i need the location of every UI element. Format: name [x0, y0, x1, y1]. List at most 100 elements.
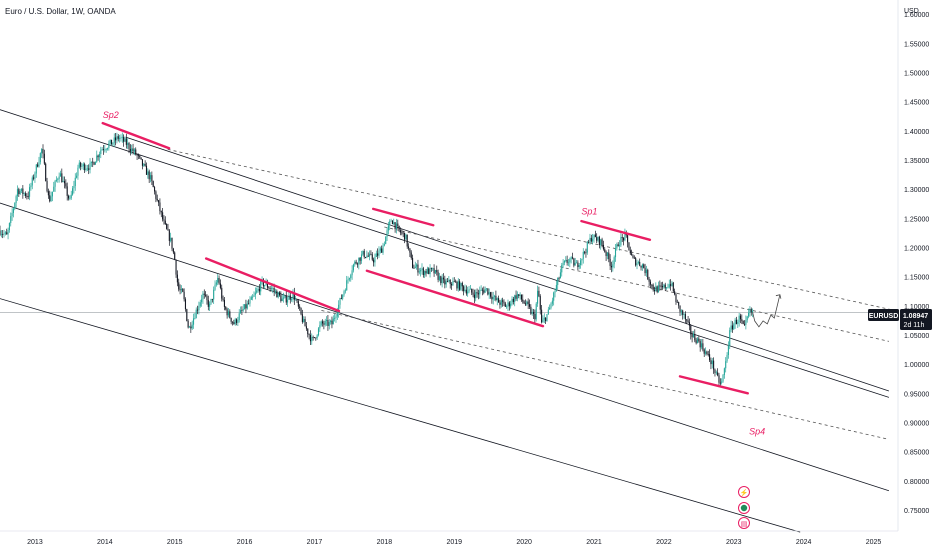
candle-body-83 — [110, 139, 113, 145]
candle-body-549 — [737, 321, 739, 324]
candle-body-487 — [653, 289, 656, 292]
candle-body-360 — [483, 290, 485, 293]
candle-body-427 — [573, 258, 575, 266]
candle-body-557 — [748, 313, 750, 317]
candle-body-124 — [166, 224, 168, 229]
candle-body-15 — [19, 191, 21, 194]
x-axis[interactable]: 2013 2014 2015 2016 2017 2018 2019 2020 2021 2022… — [0, 530, 898, 546]
candle-body-34 — [45, 163, 47, 182]
candle-body-333 — [446, 281, 449, 282]
candle-body-400 — [537, 290, 539, 304]
candle-body-319 — [428, 268, 430, 275]
candle-body-541 — [726, 355, 728, 362]
side-event-icons[interactable]: ⚡ ▤ — [738, 486, 750, 529]
candle-body-348 — [467, 291, 469, 294]
candle-body-443 — [594, 234, 596, 238]
candle-body-185 — [248, 303, 250, 305]
candle-body-110 — [147, 171, 149, 175]
candle-body-73 — [97, 155, 99, 158]
candle-body-461 — [618, 245, 621, 247]
candle-body-366 — [491, 296, 493, 300]
candle-body-54 — [72, 188, 74, 195]
y-tick-label: 0.90000 — [904, 421, 929, 428]
candle-body-513 — [688, 322, 690, 326]
candle-body-156 — [209, 303, 211, 307]
candle-body-242 — [324, 320, 326, 325]
candle-body-528 — [709, 354, 711, 361]
y-axis[interactable]: 1.60000 1.55000 1.50000 1.45000 1.40000 1.350… — [897, 0, 929, 531]
bar-countdown: 2d 11h — [904, 322, 925, 329]
candle-body-135 — [180, 288, 182, 291]
candle-body-28 — [37, 164, 39, 167]
candle-body-97 — [129, 148, 131, 152]
candle-body-373 — [500, 300, 502, 305]
candle-body-118 — [158, 200, 160, 203]
candle-body-70 — [93, 162, 95, 165]
candle-body-364 — [488, 292, 490, 295]
forecast-path — [752, 294, 781, 328]
candle-body-108 — [144, 163, 146, 166]
candle-body-465 — [624, 232, 626, 241]
candle-body-27 — [35, 164, 37, 174]
candle-body-265 — [355, 261, 357, 264]
candle-body-305 — [409, 248, 411, 253]
candle-body-351 — [471, 288, 473, 293]
candle-body-502 — [674, 291, 676, 295]
candle-body-67 — [89, 162, 91, 170]
calendar-flag-icon[interactable] — [738, 517, 750, 529]
y-tick-label: 0.85000 — [904, 450, 929, 457]
candle-body-258 — [346, 280, 348, 291]
annotation-sp4: Sp4 — [749, 427, 765, 437]
candle-body-477 — [640, 265, 642, 268]
candle-body-539 — [723, 368, 725, 375]
candle-body-336 — [451, 284, 453, 286]
candle-body-457 — [613, 257, 615, 265]
candle-body-209 — [280, 295, 282, 302]
candle-body-246 — [330, 320, 332, 323]
candle-body-428 — [574, 262, 576, 266]
candle-body-273 — [366, 255, 368, 258]
candle-body-469 — [629, 250, 631, 254]
candle-body-512 — [687, 320, 689, 323]
marker-lines-layer — [101, 121, 749, 395]
currency-label: USD — [904, 8, 919, 15]
candle-body-529 — [710, 360, 712, 365]
candle-body-356 — [477, 293, 479, 295]
candle-body-536 — [719, 382, 721, 384]
candle-body-508 — [682, 310, 684, 315]
candle-body-93 — [124, 138, 126, 142]
candle-body-58 — [77, 167, 79, 176]
candle-body-167 — [223, 299, 225, 307]
candle-body-511 — [686, 319, 688, 321]
candle-body-482 — [647, 269, 649, 279]
candle-body-368 — [494, 295, 496, 297]
channel-line-0 — [0, 109, 890, 398]
candle-body-255 — [342, 294, 344, 299]
candle-body-192 — [257, 288, 259, 291]
candle-body-24 — [31, 177, 33, 186]
candle-body-57 — [76, 175, 78, 178]
candle-body-393 — [527, 301, 529, 305]
candle-body-388 — [520, 294, 522, 300]
x-tick-label: 2024 — [796, 539, 812, 546]
lightning-icon[interactable] — [738, 486, 750, 498]
candle-body-162 — [217, 277, 219, 283]
candle-body-11 — [14, 202, 16, 209]
y-tick-label: 1.40000 — [904, 129, 929, 136]
candle-body-161 — [215, 282, 217, 285]
candle-body-365 — [489, 292, 492, 297]
candle-body-303 — [406, 234, 408, 247]
candle-body-467 — [627, 235, 629, 243]
candle-body-125 — [167, 228, 169, 231]
candle-body-353 — [473, 294, 475, 299]
candle-body-522 — [700, 343, 703, 348]
candle-body-553 — [742, 320, 744, 324]
candle-body-17 — [22, 188, 24, 194]
candle-body-223 — [299, 306, 301, 308]
candle-body-220 — [295, 299, 297, 301]
candle-body-268 — [359, 257, 361, 261]
candle-body-293 — [393, 222, 395, 225]
candle-body-478 — [641, 264, 643, 268]
